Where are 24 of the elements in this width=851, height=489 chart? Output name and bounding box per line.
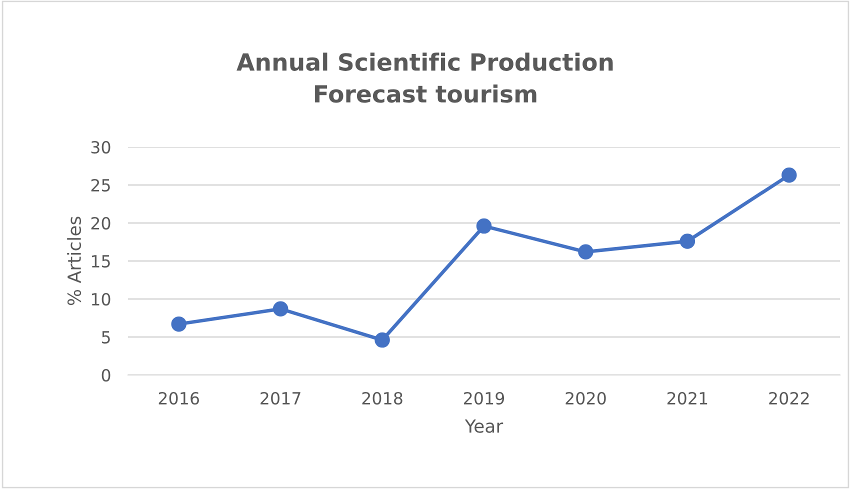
y-tick-label: 30 xyxy=(91,140,110,154)
point xyxy=(782,167,797,183)
point xyxy=(578,244,594,260)
point xyxy=(374,332,390,348)
chart-title: Annual Scientific Production Forecast tourism xyxy=(236,52,613,103)
y-tick-label: 5 xyxy=(102,331,110,344)
y-axis-title: % Articles xyxy=(67,216,82,306)
point xyxy=(272,301,288,317)
y-tick-label: 25 xyxy=(91,178,110,192)
y-tick-label: 10 xyxy=(92,292,110,306)
x-tick-label: 2022 xyxy=(769,392,809,405)
y-tick-label: 0 xyxy=(102,368,110,382)
x-tick-label: 2020 xyxy=(566,392,606,405)
y-tick-label: 15 xyxy=(92,255,110,268)
x-tick-label: 2018 xyxy=(362,392,402,405)
x-tick-label: 2017 xyxy=(260,392,300,405)
x-tick-label: 2019 xyxy=(464,392,504,405)
point xyxy=(171,316,186,332)
x-tick-label: 2021 xyxy=(667,392,708,405)
point xyxy=(476,218,492,234)
point xyxy=(680,234,696,249)
x-tick-label: 2016 xyxy=(158,392,200,405)
y-tick-label: 20 xyxy=(91,216,110,230)
x-axis-title: Year xyxy=(464,419,504,433)
